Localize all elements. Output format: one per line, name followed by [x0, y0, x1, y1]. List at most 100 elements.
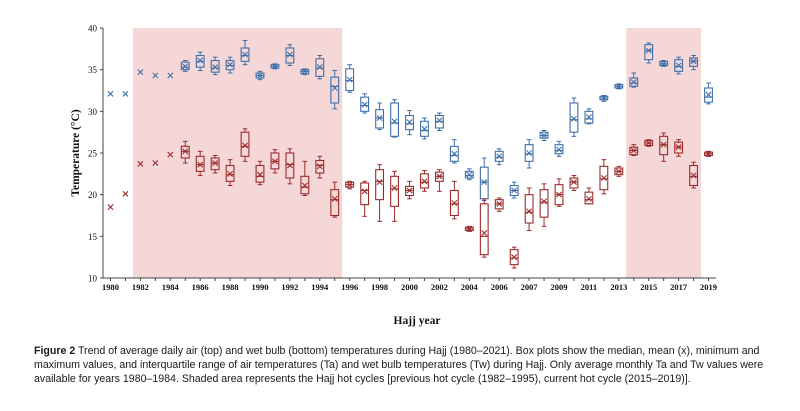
box-tw-1994 — [315, 155, 325, 179]
box-tw-1984 — [167, 151, 174, 158]
iqr-box — [315, 159, 325, 174]
box-ta-1986 — [195, 51, 205, 71]
box-ta-1994 — [315, 55, 325, 80]
box-tw-2015 — [629, 144, 639, 156]
iqr-box — [330, 189, 340, 217]
y-tick-label: 40 — [88, 24, 98, 34]
iqr-box — [360, 182, 370, 206]
mean-marker — [451, 200, 458, 206]
box-tw-2019 — [689, 161, 699, 189]
hot-cycle-shade-1 — [132, 28, 343, 278]
box-tw-2008 — [524, 187, 534, 231]
box-tw-1990 — [255, 160, 265, 186]
mean-marker — [227, 170, 234, 177]
iqr-box — [569, 177, 579, 189]
box-ta-1998 — [375, 102, 385, 131]
x-tick-label: 1988 — [222, 282, 239, 292]
box-ta-2003 — [449, 139, 459, 164]
mean-marker — [182, 63, 189, 70]
mean-marker — [391, 185, 398, 191]
mean-marker — [137, 69, 144, 76]
box-tw-1982 — [137, 160, 144, 167]
box-ta-1999 — [390, 99, 399, 138]
x-tick-label: 2011 — [581, 282, 598, 292]
mean-marker — [526, 208, 533, 215]
mean-marker — [570, 179, 577, 186]
iqr-box — [255, 164, 265, 183]
x-tick-label: 2019 — [700, 282, 717, 292]
figure-caption-text: Trend of average daily air (top) and wet… — [34, 345, 764, 385]
box-tw-2004 — [464, 225, 474, 232]
x-tick-label: 1992 — [281, 282, 298, 292]
box-tw-2012 — [584, 187, 594, 205]
iqr-box — [180, 61, 190, 71]
box-ta-2019 — [689, 55, 699, 71]
box-ta-2013 — [599, 95, 609, 102]
mean-marker — [436, 117, 443, 124]
box-tw-2002 — [434, 169, 444, 192]
box-tw-2013 — [599, 159, 609, 195]
iqr-box — [240, 47, 250, 62]
box-ta-2014 — [614, 83, 624, 90]
iqr-box — [584, 110, 594, 124]
box-tw-1999 — [390, 170, 399, 222]
box-tw-2006 — [494, 197, 504, 212]
box-ta-1996 — [345, 64, 355, 93]
x-axis-label: Hajj year — [394, 315, 441, 327]
mean-marker — [630, 147, 637, 154]
box-ta-2005 — [479, 157, 489, 201]
mean-marker — [212, 64, 219, 71]
iqr-box — [509, 249, 519, 266]
box-tw-1992 — [285, 148, 295, 185]
iqr-box — [704, 87, 713, 103]
box-tw-2003 — [449, 180, 459, 220]
mean-marker — [212, 160, 219, 166]
box-ta-1984 — [167, 72, 174, 79]
iqr-box — [689, 57, 699, 67]
mean-marker — [675, 144, 682, 151]
mean-marker — [421, 125, 428, 132]
box-tw-1988 — [225, 159, 235, 186]
mean-marker — [496, 153, 503, 160]
mean-marker — [376, 179, 383, 186]
mean-marker — [585, 195, 592, 202]
box-ta-1981 — [122, 90, 129, 97]
box-tw-1986 — [195, 150, 205, 176]
iqr-box — [479, 203, 489, 256]
mean-marker — [122, 90, 129, 97]
iqr-box — [644, 44, 654, 61]
mean-marker — [481, 179, 488, 186]
x-tick-label: 1982 — [132, 282, 149, 292]
iqr-box — [420, 120, 429, 137]
box-ta-2017 — [659, 60, 669, 67]
iqr-box — [569, 102, 579, 133]
iqr-box — [300, 175, 310, 195]
x-tick-label: 1986 — [192, 282, 209, 292]
box-ta-2007 — [509, 181, 519, 199]
x-tick-label: 2000 — [401, 282, 418, 292]
mean-marker — [152, 160, 159, 166]
mean-marker — [376, 115, 383, 121]
y-tick-label: 20 — [88, 190, 98, 200]
box-tw-1991 — [270, 149, 280, 174]
mean-marker — [167, 151, 174, 158]
mean-marker — [511, 187, 518, 194]
x-tick-label: 1984 — [162, 282, 180, 292]
mean-marker — [256, 171, 263, 178]
mean-marker — [645, 47, 652, 54]
mean-marker — [406, 119, 413, 126]
mean-marker — [137, 160, 144, 167]
mean-marker — [585, 114, 592, 121]
iqr-box — [524, 144, 534, 162]
box-ta-2015 — [629, 72, 639, 88]
box-tw-1998 — [375, 164, 385, 222]
iqr-box — [659, 135, 669, 156]
mean-marker — [242, 142, 249, 149]
iqr-box — [494, 150, 504, 162]
iqr-box — [375, 109, 385, 129]
mean-marker — [541, 198, 548, 205]
box-ta-2002 — [434, 112, 444, 131]
mean-marker — [645, 140, 652, 146]
y-tick-label: 15 — [88, 232, 98, 242]
x-tick-label: 2002 — [431, 282, 448, 292]
